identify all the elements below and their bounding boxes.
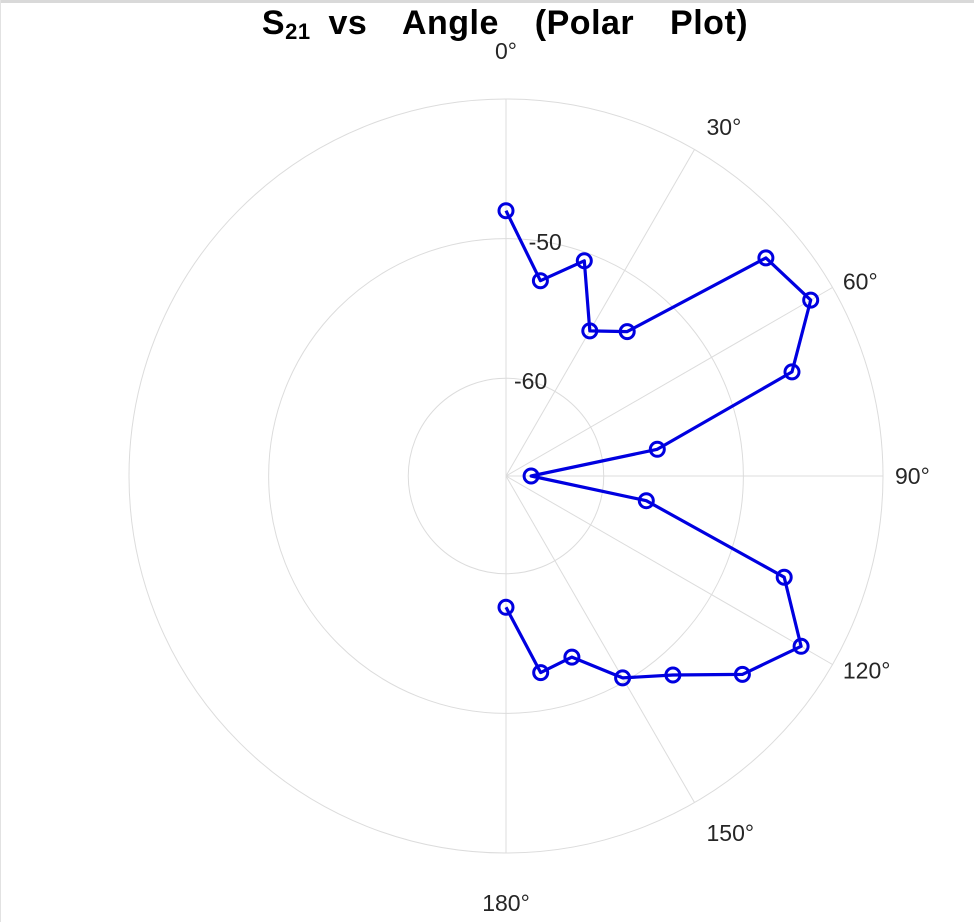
- title-rest: vs Angle (Polar Plot): [310, 4, 749, 42]
- data-point-marker: [733, 665, 751, 683]
- data-series: [497, 202, 820, 687]
- data-point-marker: [581, 322, 599, 340]
- angular-grid: [505, 99, 883, 853]
- data-point-marker: [532, 664, 550, 682]
- theta-tick-label: 60°: [843, 269, 878, 295]
- data-point-marker: [575, 252, 593, 270]
- data-point-marker: [783, 363, 801, 381]
- grid-spoke: [505, 475, 695, 803]
- data-point-marker: [792, 637, 810, 655]
- theta-tick-label: 180°: [482, 890, 530, 916]
- title-main: S: [261, 4, 286, 42]
- radius-tick-label: -60: [514, 368, 547, 394]
- chart-title: S21 vs Angle (Polar Plot): [0, 4, 974, 45]
- grid-spoke: [505, 149, 695, 477]
- theta-tick-label: 90°: [895, 463, 930, 489]
- theta-tick-label: 150°: [707, 820, 755, 846]
- data-point-marker: [802, 291, 820, 309]
- theta-tick-label: 30°: [707, 114, 742, 140]
- data-point-marker: [648, 440, 666, 458]
- data-point-marker: [614, 669, 632, 687]
- angle-tick-labels: 0° 30° 60° 90° 120° 150° 180°: [482, 38, 930, 916]
- grid-spoke: [505, 475, 833, 665]
- theta-tick-label: 120°: [843, 658, 891, 684]
- series-line: [504, 209, 813, 680]
- data-point-marker: [497, 202, 515, 220]
- data-point-marker: [618, 323, 636, 341]
- data-point-marker: [497, 598, 515, 616]
- left-border: [0, 0, 1, 922]
- data-point-marker: [664, 666, 682, 684]
- data-point-marker: [531, 272, 549, 290]
- radius-tick-labels: -60 -50: [514, 229, 562, 394]
- title-subscript: 21: [285, 19, 311, 44]
- data-point-marker: [563, 648, 581, 666]
- data-point-marker: [757, 249, 775, 267]
- theta-tick-label: 0°: [495, 38, 517, 64]
- data-point-marker: [522, 467, 540, 485]
- top-border: [0, 0, 974, 3]
- grid-spoke: [505, 287, 833, 477]
- data-point-marker: [637, 492, 655, 510]
- radius-tick-label: -50: [529, 229, 562, 255]
- data-point-marker: [775, 568, 793, 586]
